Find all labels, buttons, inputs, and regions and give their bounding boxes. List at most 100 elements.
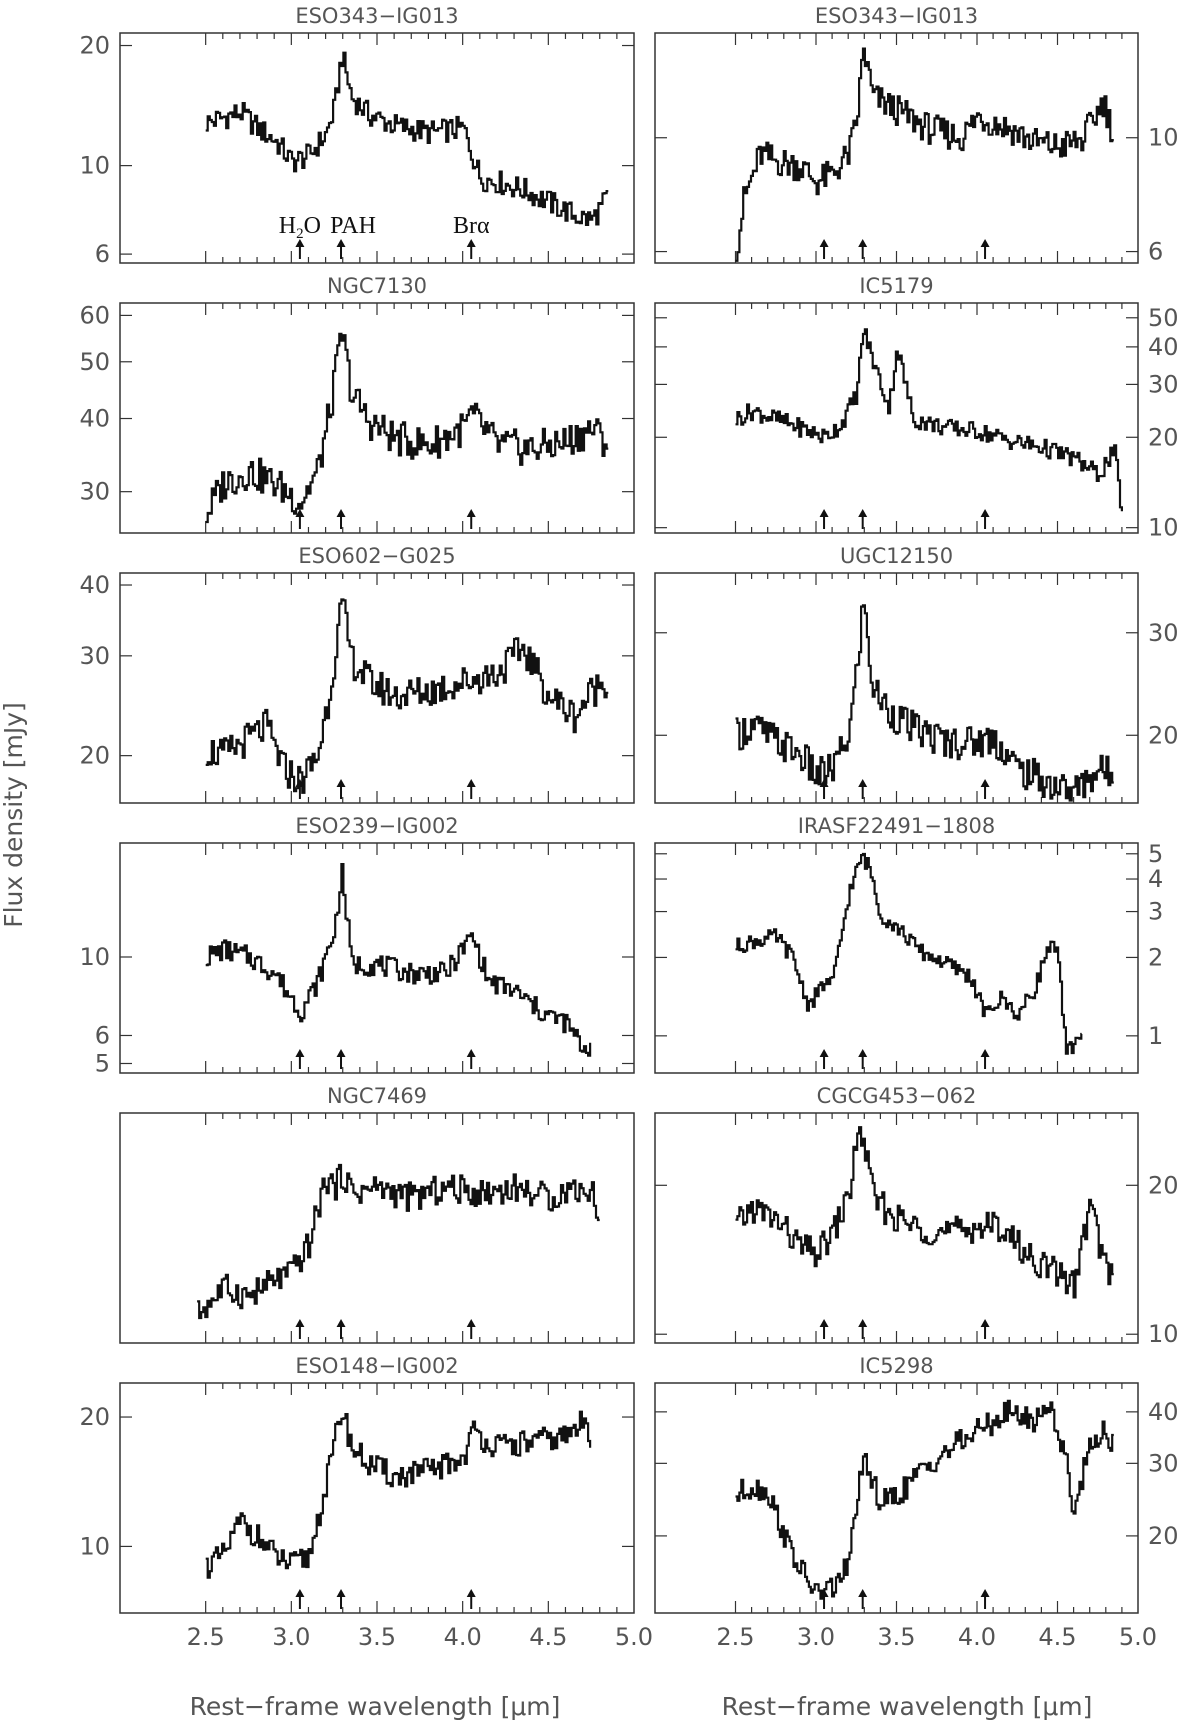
pah-marker-arrow-head <box>336 1589 346 1597</box>
x-tick-label: 4.5 <box>1038 1623 1076 1651</box>
y-axis-label: Flux density [mJy] <box>0 702 28 928</box>
panel-10: CGCG453−062 10 20 <box>654 1084 1179 1348</box>
h2o-marker-arrow-head <box>819 1049 829 1057</box>
y-tick-label: 20 <box>79 32 110 60</box>
panel-title: NGC7130 <box>327 274 427 298</box>
h2o-marker-arrow-head <box>295 509 305 517</box>
x-tick-label: 4.0 <box>958 1623 996 1651</box>
bra-marker-arrow-head <box>466 779 476 787</box>
y-tick-label: 40 <box>79 571 110 599</box>
panel-title: ESO148−IG002 <box>295 1354 458 1378</box>
panel-title: ESO343−IG013 <box>295 4 458 28</box>
pah-marker-arrow-head <box>858 509 868 517</box>
y-tick-label: 40 <box>1148 333 1179 361</box>
pah-marker-arrow-head <box>858 779 868 787</box>
panel-1: ESO343−IG013 6 10 20 H2O PAH Brα <box>79 4 635 268</box>
y-tick-label: 2 <box>1148 943 1163 971</box>
y-tick-label: 5 <box>95 1049 110 1077</box>
spectrum-line <box>735 604 1114 802</box>
pah-marker-arrow-head <box>336 509 346 517</box>
y-tick-label: 10 <box>79 152 110 180</box>
spectrum-line <box>735 328 1123 512</box>
h2o-marker-arrow-head <box>819 509 829 517</box>
spectrum-line <box>205 332 609 524</box>
spectrum-line <box>735 852 1083 1055</box>
pah-label: PAH <box>330 213 376 239</box>
spectrum-line <box>205 51 609 226</box>
y-tick-label: 20 <box>79 1403 110 1431</box>
pah-marker-arrow-head <box>858 1049 868 1057</box>
pah-marker-arrow-head <box>336 779 346 787</box>
panel-title: CGCG453−062 <box>817 1084 977 1108</box>
x-tick-label: 2.5 <box>716 1623 754 1651</box>
panel-frame <box>119 1382 635 1614</box>
panel-2: ESO343−IG013 6 10 <box>654 4 1179 266</box>
pah-marker-arrow-head <box>336 1049 346 1057</box>
x-tick-label: 3.5 <box>358 1623 396 1651</box>
y-tick-label: 10 <box>1148 514 1179 542</box>
y-tick-label: 50 <box>1148 304 1179 332</box>
x-tick-label: 5.0 <box>1119 1623 1157 1651</box>
panel-frame <box>119 1112 635 1344</box>
y-tick-label: 10 <box>79 1532 110 1560</box>
h2o-marker-arrow-head <box>819 1589 829 1597</box>
y-tick-label: 20 <box>1148 1171 1179 1199</box>
x-axis-label-left: Rest−frame wavelength [μm] <box>190 1692 561 1721</box>
bra-marker-arrow-head <box>980 1319 990 1327</box>
panel-title: ESO343−IG013 <box>815 4 978 28</box>
bra-marker-arrow-head <box>466 509 476 517</box>
bra-marker-arrow-head <box>466 1319 476 1327</box>
panel-title: ESO602−G025 <box>298 544 455 568</box>
panel-3: NGC7130 30 40 50 60 <box>79 274 635 534</box>
y-tick-label: 10 <box>1148 1320 1179 1348</box>
h2o-marker-arrow-head <box>295 1589 305 1597</box>
x-tick-label: 4.0 <box>444 1623 482 1651</box>
y-tick-label: 30 <box>79 478 110 506</box>
y-tick-label: 6 <box>95 1021 110 1049</box>
h2o-marker-arrow-head <box>295 1049 305 1057</box>
panel-title: IC5298 <box>859 1354 933 1378</box>
panel-title: IRASF22491−1808 <box>798 814 996 838</box>
h2o-label-h: H <box>279 213 296 239</box>
bra-marker-arrow-head <box>980 779 990 787</box>
panel-title: UGC12150 <box>840 544 953 568</box>
h2o-marker-arrow-head <box>819 239 829 247</box>
pah-marker-arrow-head <box>858 239 868 247</box>
y-tick-label: 20 <box>1148 423 1179 451</box>
spectrum-line <box>205 863 592 1057</box>
y-tick-label: 20 <box>1148 1522 1179 1550</box>
h2o-label-sub: 2 <box>296 226 304 242</box>
y-tick-label: 1 <box>1148 1022 1163 1050</box>
bra-marker-arrow-head <box>980 509 990 517</box>
spectrum-line <box>205 1410 592 1579</box>
y-tick-label: 30 <box>1148 370 1179 398</box>
y-tick-label: 3 <box>1148 898 1163 926</box>
panel-frame <box>654 572 1139 804</box>
y-tick-label: 50 <box>79 348 110 376</box>
panel-title: IC5179 <box>859 274 933 298</box>
x-tick-label: 2.5 <box>187 1623 225 1651</box>
y-tick-label: 60 <box>79 301 110 329</box>
h2o-label: H2O <box>279 213 321 242</box>
pah-marker-arrow-head <box>336 1319 346 1327</box>
y-tick-label: 30 <box>1148 619 1179 647</box>
y-tick-label: 6 <box>1148 238 1163 266</box>
x-tick-label: 4.5 <box>529 1623 567 1651</box>
y-tick-label: 10 <box>1148 124 1179 152</box>
pah-marker-arrow-head <box>336 239 346 247</box>
panel-6: UGC12150 20 30 <box>654 544 1179 804</box>
panel-7: ESO239−IG002 56 10 <box>79 814 635 1077</box>
panel-frame <box>119 32 635 264</box>
panel-frame <box>654 1112 1139 1344</box>
h2o-marker-arrow-head <box>819 779 829 787</box>
panel-title: NGC7469 <box>327 1084 427 1108</box>
spectrum-line <box>735 1126 1114 1299</box>
bralpha-label: Brα <box>453 213 490 239</box>
panel-11: ESO148−IG002 2.5 3.0 3.5 4.0 4.5 5.0 10 20 <box>79 1354 653 1651</box>
h2o-label-o: O <box>304 213 321 239</box>
spectrum-line <box>197 1163 600 1320</box>
x-tick-label: 5.0 <box>615 1623 653 1651</box>
